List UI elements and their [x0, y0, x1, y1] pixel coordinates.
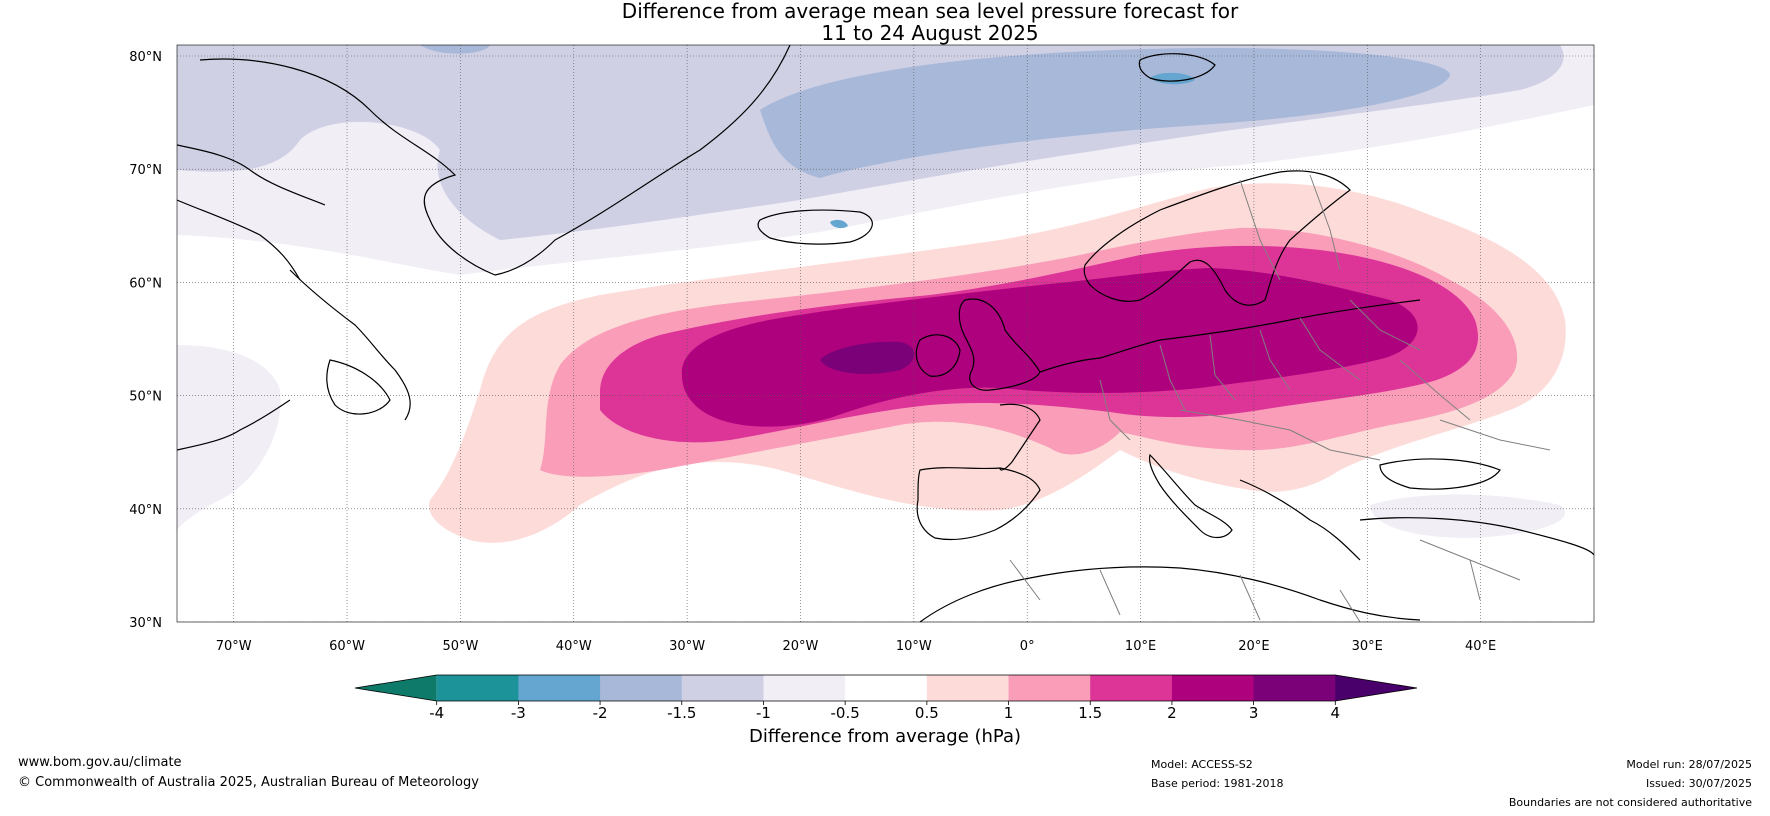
colorbar-segment	[763, 675, 846, 701]
longitude-label: 30°W	[669, 639, 705, 654]
colorbar-tick-label: 2	[1167, 704, 1177, 722]
issued-date: Issued: 30/07/2025	[1645, 777, 1752, 790]
colorbar-segment	[1253, 675, 1336, 701]
anomaly-region-neg2-west	[420, 45, 490, 54]
anomaly-region-neg3	[1150, 72, 1195, 85]
europe-north-coast	[1039, 299, 1421, 373]
colorbar-segment	[355, 675, 437, 701]
latitude-label: 70°N	[129, 163, 162, 178]
website-link[interactable]: www.bom.gov.au/climate	[18, 755, 182, 770]
ireland-coast	[915, 334, 961, 377]
balkans-coast	[1239, 479, 1361, 561]
longitude-label: 10°E	[1125, 639, 1156, 654]
colorbar-segment	[1335, 675, 1417, 701]
anomaly-region-neg2	[760, 47, 1450, 179]
latitude-label: 80°N	[129, 50, 162, 65]
map-frame	[176, 44, 1595, 623]
colorbar-tick-label: -0.5	[831, 704, 860, 722]
colorbar-label: Difference from average (hPa)	[748, 726, 1022, 747]
longitude-label: 50°W	[442, 639, 478, 654]
footer-run-info: Model run: 28/07/2025 Issued: 30/07/2025…	[1509, 758, 1752, 810]
longitude-label: 40°W	[556, 639, 592, 654]
colorbar-segment	[681, 675, 764, 701]
france-coast	[999, 403, 1041, 471]
colorbar-segment	[600, 675, 683, 701]
latitude-label: 50°N	[129, 390, 162, 405]
anomaly-region-pos3	[820, 341, 915, 374]
copyright-text: © Commonwealth of Australia 2025, Austra…	[18, 775, 479, 790]
footer-left: www.bom.gov.au/climate © Commonwealth of…	[18, 755, 479, 791]
colorbar-tick-label: 1.5	[1078, 704, 1102, 722]
colorbar: -4 -3 -2 -1.5 -1 -0.5 0.5 1 1.5 2 3 4	[354, 674, 1418, 722]
latitude-label: 40°N	[129, 503, 162, 518]
longitude-label: 20°E	[1238, 639, 1269, 654]
colorbar-segment	[518, 675, 601, 701]
longitude-labels: 70°W 60°W 50°W 40°W 30°W 20°W 10°W 0° 10°E 20°E 30…	[216, 639, 1497, 654]
longitude-label: 30°E	[1352, 639, 1383, 654]
longitude-label: 70°W	[216, 639, 252, 654]
model-name: Model: ACCESS-S2	[1151, 758, 1253, 771]
anomaly-region-pos2	[681, 268, 1418, 427]
italy-coast	[1148, 453, 1233, 539]
footer-model-info: Model: ACCESS-S2 Base period: 1981-2018	[1151, 758, 1283, 791]
scandinavia-coast	[1083, 170, 1351, 306]
longitude-label: 60°W	[329, 639, 365, 654]
britain-coast	[958, 298, 1041, 391]
longitude-label: 10°W	[896, 639, 932, 654]
colorbar-segment	[1090, 675, 1173, 701]
longitude-label: 0°	[1020, 639, 1035, 654]
colorbar-tick-label: 4	[1331, 704, 1341, 722]
map-area	[177, 45, 1594, 622]
colorbar-tick-label: -1	[756, 704, 771, 722]
border-lines	[1009, 174, 1551, 622]
anomaly-region-sw-neg	[177, 345, 281, 530]
country-borders	[1009, 174, 1551, 622]
africa-north-coast	[919, 566, 1421, 622]
turkey-coast	[1359, 517, 1594, 556]
newfoundland-coast	[326, 359, 391, 415]
title-line-1: Difference from average mean sea level p…	[621, 0, 1239, 23]
iceland-coast	[757, 209, 873, 245]
colorbar-segment	[845, 675, 928, 701]
colorbar-segment	[1171, 675, 1255, 701]
longitude-label: 40°E	[1465, 639, 1496, 654]
svalbard-coast	[1138, 53, 1216, 82]
baffin-coast	[177, 199, 301, 281]
boundaries-note: Boundaries are not considered authoritat…	[1508, 796, 1752, 809]
base-period: Base period: 1981-2018	[1151, 777, 1284, 790]
colorbar-segment	[926, 675, 1010, 701]
colorbar-tick-label: -4	[429, 704, 444, 722]
graticule	[177, 45, 1594, 622]
colorbar-tick-label: -1.5	[667, 704, 696, 722]
canada-arctic-coast	[177, 144, 326, 206]
title-line-2: 11 to 24 August 2025	[821, 21, 1039, 45]
colorbar-tick-label: 3	[1249, 704, 1259, 722]
latitude-labels: 80°N 70°N 60°N 50°N 40°N 30°N	[129, 50, 162, 631]
colorbar-tick-label: 0.5	[915, 704, 939, 722]
labrador-coast	[289, 269, 411, 421]
black-sea-coast	[1379, 458, 1501, 490]
model-run-date: Model run: 28/07/2025	[1626, 758, 1752, 771]
colorbar-tick-label: 1	[1004, 704, 1014, 722]
colorbar-tick-label: -2	[593, 704, 608, 722]
colorbar-segment	[1008, 675, 1091, 701]
map-title: Difference from average mean sea level p…	[0, 0, 1770, 44]
latitude-label: 60°N	[129, 276, 162, 291]
greenland-coast	[199, 45, 791, 276]
anomaly-region-med-neg	[1370, 494, 1566, 538]
anomaly-region-neg3-small	[830, 219, 848, 229]
colorbar-segment	[436, 675, 519, 701]
latitude-label: 30°N	[129, 616, 162, 631]
longitude-label: 20°W	[783, 639, 819, 654]
nova-scotia-coast	[177, 399, 291, 451]
colorbar-tick-label: -3	[511, 704, 526, 722]
coastlines	[177, 45, 1594, 622]
